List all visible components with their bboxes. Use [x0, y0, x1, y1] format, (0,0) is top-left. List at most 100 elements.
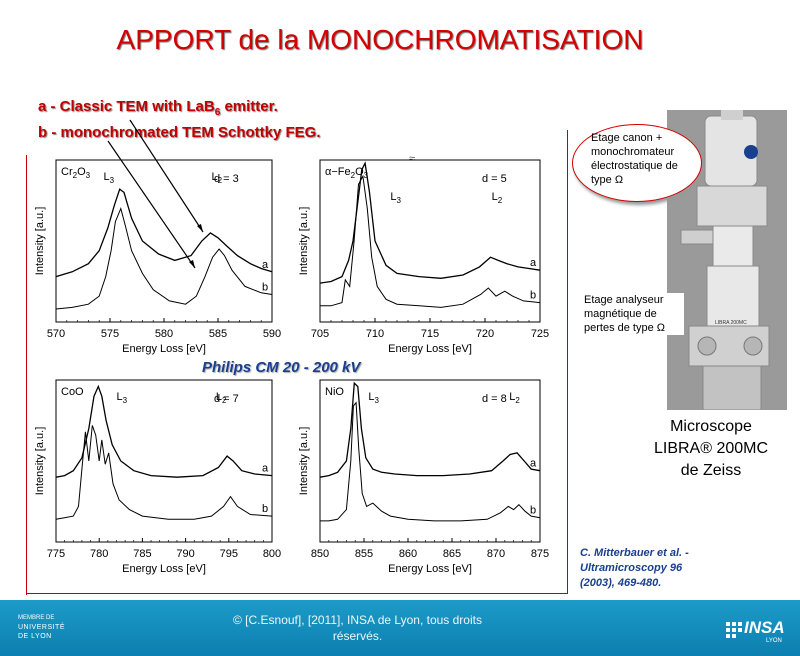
- series-line-a: [319, 161, 541, 284]
- column-middle: [706, 265, 760, 327]
- sample-label-part: Cr: [61, 166, 73, 178]
- sample-label-subscript: 3: [86, 171, 91, 180]
- sample-label-subscript: 2: [351, 171, 356, 180]
- series-line-a: [319, 381, 541, 478]
- edge-label: L2: [212, 171, 223, 185]
- callout-gun-monochromator: Etage canon + monochromateur électrostat…: [572, 124, 702, 202]
- caption-line-1: Microscope: [670, 418, 752, 435]
- insa-logo-text: INSA: [744, 618, 785, 637]
- citation-line-3: (2003), 469-480.: [580, 577, 662, 589]
- x-tick-label: 715: [421, 328, 439, 340]
- series-line-a: [55, 384, 273, 478]
- x-tick-label: 710: [366, 328, 384, 340]
- x-tick-label: 590: [263, 328, 281, 340]
- edge-label-letter: L: [368, 391, 374, 403]
- universite-de-lyon-logo: MEMBRE DE UNIVERSITÉ DE LYON: [18, 614, 78, 641]
- callout-gun-text: Etage canon + monochromateur électrostat…: [591, 132, 678, 186]
- legend-a-subscript: 6: [214, 107, 221, 118]
- citation-line-2: Ultramicroscopy 96: [580, 562, 683, 574]
- eels-plot-nio: 850 855 860 865 870 875 Energy Loss [eV] Intens…: [298, 379, 549, 575]
- edge-label: L2: [509, 391, 520, 405]
- edge-label-subscript: 2: [218, 176, 223, 185]
- sample-label-subscript: 2: [73, 171, 78, 180]
- y-axis-label: Intensity [a.u.]: [298, 427, 310, 495]
- x-tick-label: 870: [487, 548, 505, 560]
- eels-plot-coo: 775 780 785 790 795 800 Energy Loss [eV] Intens…: [34, 379, 281, 575]
- edge-label-subscript: 3: [397, 196, 402, 205]
- series-label-b: b: [530, 505, 536, 517]
- copyright-text: © [C.Esnouf], [2011], INSA de Lyon, tous…: [200, 612, 515, 644]
- x-tick-label: 725: [531, 328, 549, 340]
- series-label-a: a: [262, 259, 269, 271]
- sample-label: NiO: [325, 386, 344, 398]
- y-axis-label: Intensity [a.u.]: [34, 427, 46, 495]
- edge-label-letter: L: [390, 191, 396, 203]
- edge-label: L3: [368, 391, 379, 405]
- edge-label: L2: [216, 391, 227, 405]
- microscope-photo: LIBRA 200MC: [667, 110, 787, 410]
- x-tick-label: 790: [176, 548, 194, 560]
- legend-a-prefix: a - Classic TEM with LaB: [38, 98, 215, 115]
- x-tick-label: 570: [47, 328, 65, 340]
- insa-logo-sub: LYON: [766, 638, 782, 644]
- x-tick-label: 855: [355, 548, 373, 560]
- edge-label-letter: L: [509, 391, 515, 403]
- edge-label: L2: [492, 191, 503, 205]
- x-tick-label: 775: [47, 548, 65, 560]
- x-tick-label: 785: [133, 548, 151, 560]
- microscope-caption: Microscope LIBRA® 200MC de Zeiss: [636, 416, 786, 482]
- x-axis-label: Energy Loss [eV]: [388, 343, 472, 355]
- caption-line-3: de Zeiss: [680, 462, 742, 479]
- edge-label: L3: [104, 171, 115, 185]
- insa-logo-icon: [726, 622, 742, 638]
- copyright-line-1: © [C.Esnouf], [2011], INSA de Lyon, tous…: [233, 613, 482, 627]
- series-line-a: [55, 188, 273, 278]
- sample-label-part: CoO: [61, 386, 84, 398]
- series-label-a: a: [262, 463, 269, 475]
- x-axis-label: Energy Loss [eV]: [388, 563, 472, 575]
- figure-frame-left: [26, 155, 27, 595]
- x-tick-label: 860: [399, 548, 417, 560]
- plot-frame: [319, 379, 541, 543]
- column-upper: [712, 225, 754, 267]
- x-tick-label: 720: [476, 328, 494, 340]
- edge-label-letter: L: [216, 391, 222, 403]
- sample-label-part: NiO: [325, 386, 344, 398]
- insa-logo: INSA LYON: [726, 618, 792, 646]
- filter-knob-left: [697, 336, 717, 356]
- sample-label: Cr2O3: [61, 166, 91, 180]
- callout-energy-filter: Etage analyseur magnétique de pertes de …: [584, 293, 684, 335]
- edge-label-letter: L: [104, 171, 110, 183]
- series-line-b: [55, 207, 273, 310]
- x-tick-label: 705: [311, 328, 329, 340]
- eels-plot-fe2o3: 705 710 715 720 725 Energy Loss [eV] Intensity…: [298, 159, 549, 355]
- copyright-line-2: réservés.: [332, 629, 383, 643]
- x-tick-label: 580: [155, 328, 173, 340]
- edge-label-letter: L: [492, 191, 498, 203]
- sample-label-subscript: 3: [364, 171, 369, 180]
- x-tick-label: 875: [531, 548, 549, 560]
- edge-label-letter: L: [116, 391, 122, 403]
- filter-knob-right: [743, 336, 763, 356]
- figure-frame: [26, 130, 568, 594]
- citation: C. Mitterbauer et al. - Ultramicroscopy …: [580, 546, 730, 591]
- edge-label-letter: L: [212, 171, 218, 183]
- logo-left-top: MEMBRE DE: [18, 615, 55, 621]
- side-port: [680, 229, 714, 245]
- edge-label-subscript: 2: [515, 396, 520, 405]
- x-tick-label: 585: [209, 328, 227, 340]
- edge-label-subscript: 2: [498, 196, 503, 205]
- slide-title: APPORT de la MONOCHROMATISATION: [116, 24, 644, 55]
- x-tick-label: 865: [443, 548, 461, 560]
- citation-line-1: C. Mitterbauer et al. -: [580, 547, 689, 559]
- edge-label-subscript: 3: [123, 396, 128, 405]
- footer-bar: MEMBRE DE UNIVERSITÉ DE LYON © [C.Esnouf…: [0, 600, 800, 656]
- x-tick-label: 850: [311, 548, 329, 560]
- sample-label-part: O: [77, 166, 86, 178]
- photo-model-badge: LIBRA 200MC: [715, 320, 747, 326]
- series-label-b: b: [262, 281, 268, 293]
- x-tick-label: 575: [101, 328, 119, 340]
- series-line-b: [320, 401, 541, 522]
- d-label: d = 3: [214, 173, 239, 185]
- edge-label-subscript: 3: [110, 176, 115, 185]
